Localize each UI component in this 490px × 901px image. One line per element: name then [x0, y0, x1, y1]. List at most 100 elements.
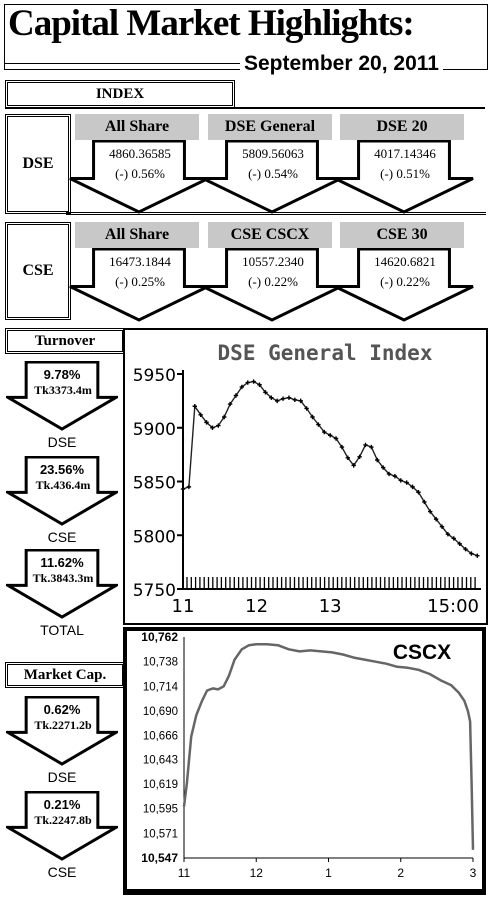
- dse-data-point: [416, 490, 421, 495]
- turnover-arrow-2: [2, 548, 122, 624]
- dse-data-point: [257, 382, 262, 387]
- cscx-y-tick-label: 10,666: [143, 731, 178, 743]
- market-cap-amount-1: Tk.2247.8b: [34, 813, 92, 827]
- dse-data-point: [410, 484, 415, 490]
- dse-data-point: [280, 396, 286, 401]
- dse-data-point: [216, 423, 221, 428]
- cscx-x-tick-label: 3: [470, 866, 477, 880]
- dse-data-point: [469, 551, 474, 556]
- dse-data-point: [204, 420, 209, 425]
- dse-data-point: [233, 393, 239, 398]
- dse-data-point: [475, 553, 480, 558]
- cscx-x-tick-label: 1: [325, 866, 332, 880]
- dse-data-point: [186, 484, 192, 490]
- page-title: Capital Market Highlights:: [8, 3, 415, 44]
- turnover-label-1: CSE: [47, 529, 77, 545]
- dse-data-point: [386, 471, 392, 477]
- dse-data-point: [357, 454, 362, 459]
- dse-data-point: [192, 404, 197, 409]
- cse-index-name-0: All Share: [75, 222, 199, 248]
- market-cap-arrow-1: [2, 790, 122, 866]
- dse-data-point: [239, 384, 245, 390]
- dse-index-arrow-1: [201, 139, 343, 219]
- cscx-y-tick-label: 10,571: [143, 828, 178, 840]
- dse-x-tick-label: 13: [319, 596, 342, 617]
- dse-x-tick-label: 12: [245, 596, 268, 617]
- dse-data-point: [428, 509, 433, 514]
- dse-index-rule: [66, 212, 486, 215]
- market-cap-arrow-0: [2, 695, 122, 771]
- cscx-y-tick-label: 10,762: [141, 631, 178, 644]
- dse-y-tick-label: 5950: [133, 366, 176, 386]
- dse-index-value-0: 4860.36585: [109, 146, 171, 161]
- market-cap-amount-0: Tk.2271.2b: [34, 718, 92, 732]
- dse-y-tick-label: 5850: [133, 474, 176, 494]
- cse-index-arrow-2: [333, 247, 475, 327]
- dse-data-point: [274, 398, 280, 404]
- dse-index-name-2: DSE 20: [340, 114, 464, 140]
- dse-data-point: [369, 444, 374, 450]
- dse-data-point: [210, 425, 215, 430]
- market-cap-pct-1: 0.21%: [43, 797, 81, 812]
- cscx-x-tick-label: 12: [250, 866, 264, 880]
- cscx-y-tick-label: 10,738: [143, 657, 178, 669]
- dse-data-point: [404, 480, 409, 485]
- cscx-y-tick-label: 10,690: [143, 706, 178, 718]
- dse-data-point: [269, 395, 274, 400]
- dse-index-change-0: (-) 0.56%: [115, 166, 165, 181]
- dse-data-point: [327, 433, 333, 438]
- dse-data-point: [333, 436, 339, 441]
- dse-index-name-0: All Share: [75, 114, 199, 140]
- dse-y-tick-label: 5750: [133, 581, 176, 601]
- dse-data-point: [463, 547, 468, 552]
- cse-index-value-2: 14620.6821: [374, 254, 436, 269]
- cscx-y-tick-label: 10,547: [141, 851, 178, 865]
- dse-data-point: [345, 455, 351, 461]
- cse-index-value-0: 16473.1844: [109, 254, 171, 269]
- cse-index-value-1: 10557.2340: [242, 254, 304, 269]
- market-cap-label-1: CSE: [47, 864, 77, 880]
- cscx-chart-svg: CSCX 10,762 10,738 10,714 10,690 10,666 10,64…: [141, 630, 477, 880]
- market-cap-label-0: DSE: [47, 769, 77, 785]
- cscx-x-tick-label: 2: [397, 866, 404, 880]
- turnover-amount-0: Tk3373.4m: [34, 383, 92, 397]
- dse-data-point: [398, 478, 403, 483]
- dse-data-point: [292, 397, 298, 402]
- cscx-chart-title: CSCX: [393, 641, 451, 664]
- dse-chart-title: DSE General Index: [218, 341, 433, 365]
- cscx-y-tick-label: 10,643: [143, 754, 178, 766]
- report-date: September 20, 2011: [240, 52, 443, 76]
- dse-index-label: DSE: [5, 114, 71, 214]
- dse-data-point: [457, 541, 462, 547]
- dse-data-point: [298, 398, 303, 404]
- dse-index-arrow-0: [68, 139, 210, 219]
- dse-data-point: [222, 414, 227, 420]
- market-cap-header: Market Cap.: [5, 662, 125, 688]
- dse-data-point: [251, 379, 256, 384]
- dse-data-point: [263, 390, 268, 395]
- dse-index-change-1: (-) 0.54%: [248, 166, 298, 181]
- cscx-y-tick-label: 10,619: [143, 779, 178, 791]
- dse-chart-svg: DSE General Index 5950 5900 5850 5800 575011…: [133, 341, 481, 617]
- dse-data-point: [198, 412, 203, 418]
- cscx-series-line: [182, 642, 475, 850]
- dse-data-point: [433, 516, 439, 522]
- dse-index-change-2: (-) 0.51%: [380, 166, 430, 181]
- turnover-label-0: DSE: [47, 434, 77, 450]
- dse-data-point: [451, 536, 456, 541]
- turnover-amount-2: Tk.3843.3m: [32, 571, 94, 585]
- dse-x-tick-label: 15:00: [427, 596, 479, 617]
- cscx-chart: CSCX 10,762 10,738 10,714 10,690 10,666 10,64…: [127, 630, 482, 889]
- turnover-pct-0: 9.78%: [43, 367, 81, 382]
- cse-index-change-0: (-) 0.25%: [115, 274, 165, 289]
- cscx-y-tick-label: 10,714: [143, 681, 179, 693]
- turnover-arrow-1: [2, 455, 122, 531]
- turnover-pct-1: 23.56%: [39, 462, 85, 477]
- turnover-header: Turnover: [5, 328, 125, 354]
- cse-index-arrow-0: [68, 247, 210, 327]
- market-cap-pct-0: 0.62%: [43, 702, 81, 717]
- cse-index-name-2: CSE 30: [340, 222, 464, 248]
- dse-data-point: [310, 414, 315, 420]
- turnover-label-2: TOTAL: [40, 622, 84, 638]
- index-header: INDEX: [5, 80, 235, 108]
